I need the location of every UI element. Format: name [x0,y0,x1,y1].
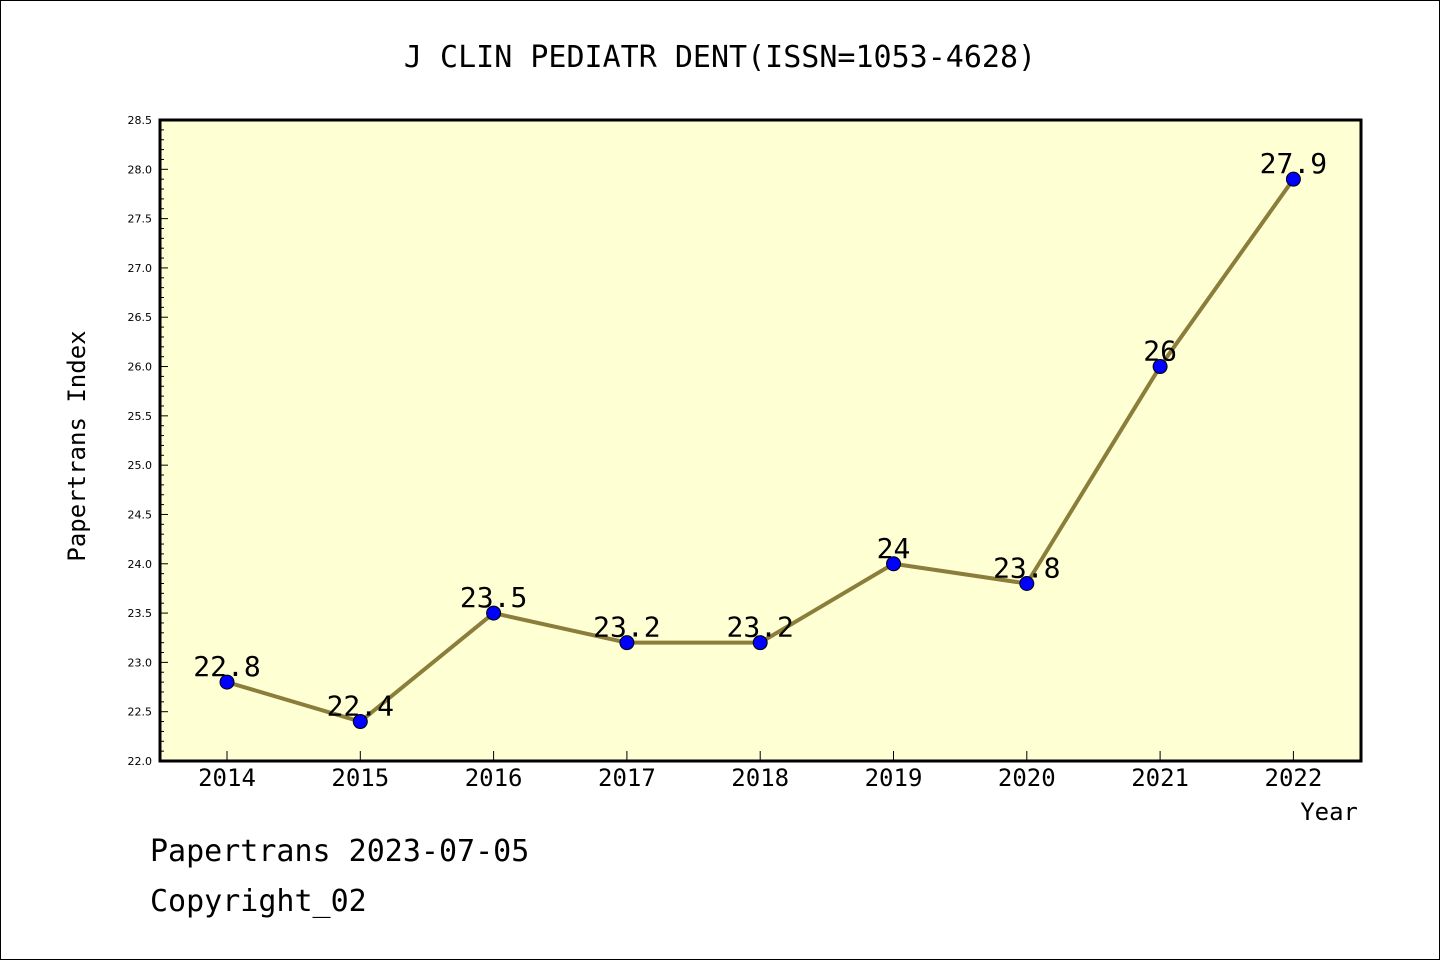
y-tick-label: 24.0 [128,558,153,571]
data-label: 23.8 [993,551,1060,584]
data-point [886,556,901,572]
y-tick-label: 22.0 [128,755,153,768]
x-tick-label: 2019 [865,764,923,792]
footer-date-text: Papertrans 2023-07-05 [150,834,530,869]
data-label: 22.4 [327,690,394,723]
y-tick-label: 27.0 [128,262,153,275]
y-tick-label: 22.5 [128,706,153,719]
x-tick-label: 2018 [731,764,789,792]
y-tick-label: 23.0 [128,656,153,669]
data-point [1152,359,1168,375]
y-tick-label: 24.5 [128,508,153,521]
data-label: 24 [877,532,911,565]
y-tick-label: 28.5 [128,114,153,127]
data-point [352,714,368,730]
data-label: 23.2 [593,611,660,644]
data-point [486,605,502,621]
data-label: 22.8 [193,650,260,683]
y-tick-label: 25.0 [128,459,153,472]
data-label: 27.9 [1260,147,1327,180]
y-axis: 22.0 22.5 23.0 23.5 24.0 24.5 25.0 25.5 26.0 26.5… [128,114,168,768]
x-axis: 2014 2015 2016 2017 2018 2019 2020 2021 2022 [198,751,1322,792]
data-point [1285,171,1301,187]
y-tick-label: 27.5 [128,213,153,226]
x-tick-label: 2022 [1265,764,1323,792]
x-axis-label: Year [1300,798,1358,826]
data-label: 23.5 [460,581,527,614]
y-tick-label: 26.5 [128,311,153,324]
y-tick-label: 28.0 [128,163,153,176]
data-point [1019,575,1035,591]
data-point [752,635,768,651]
data-point [219,674,235,690]
plot-area [158,118,1363,763]
y-tick-label: 25.5 [128,410,153,423]
x-tick-label: 2016 [465,764,523,792]
data-label: 23.2 [726,611,793,644]
x-tick-label: 2017 [598,764,656,792]
data-label: 26 [1143,335,1177,368]
y-axis-label: Papertrans Index [63,330,91,561]
x-tick-label: 2015 [331,764,389,792]
y-tick-label: 26.0 [128,361,153,374]
series-layer: 22.8 22.4 23.5 23.2 23.2 24 23.8 26 27.9 [193,147,1327,730]
x-tick-label: 2014 [198,764,256,792]
x-tick-label: 2020 [998,764,1056,792]
chart-title: J CLIN PEDIATR DENT(ISSN=1053-4628) [404,40,1036,75]
x-tick-label: 2021 [1131,764,1189,792]
footer-copyright-text: Copyright_02 [150,884,367,919]
y-tick-label: 23.5 [128,607,153,620]
data-point [619,635,635,651]
